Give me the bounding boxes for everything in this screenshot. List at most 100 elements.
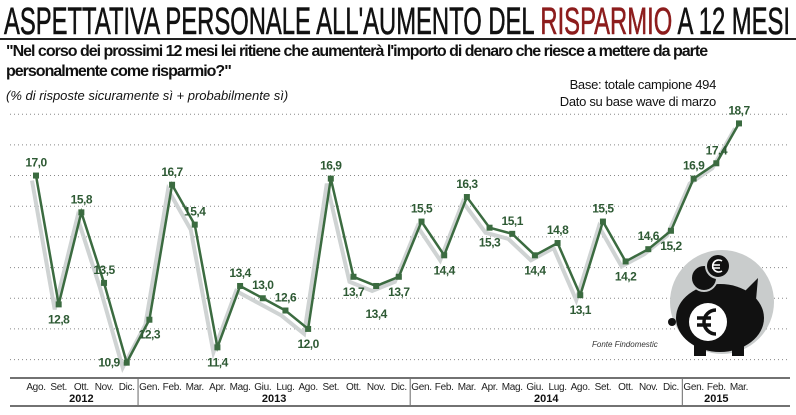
sample-base: Base: totale campione 494 Dato su base wa… xyxy=(559,76,717,110)
month-tick-label: Feb. xyxy=(435,382,454,393)
month-tick-label: Nov. xyxy=(639,382,658,393)
month-tick-label: Giu. xyxy=(526,382,543,393)
data-label: 13,7 xyxy=(343,285,365,299)
title-highlight: RISPARMIO xyxy=(540,1,672,43)
month-tick-label: Ago. xyxy=(571,382,590,393)
month-tick-label: Lug. xyxy=(276,382,294,393)
data-label: 14,6 xyxy=(638,229,660,243)
month-tick-label: Lug. xyxy=(548,382,566,393)
data-label: 13,5 xyxy=(93,263,115,277)
month-tick-label: Ott. xyxy=(618,382,633,393)
month-tick-label: Nov. xyxy=(367,382,386,393)
data-point xyxy=(350,273,357,280)
month-tick-label: Ott. xyxy=(74,382,89,393)
month-tick-label: Feb. xyxy=(707,382,726,393)
data-point xyxy=(169,181,176,188)
data-label: 17,0 xyxy=(25,156,47,170)
data-point xyxy=(78,209,85,216)
title-text-end: A 12 MESI xyxy=(672,1,790,43)
shadow-line xyxy=(30,127,737,374)
month-tick-label: Set. xyxy=(595,382,612,393)
data-label: 15,1 xyxy=(502,214,524,228)
data-label: 13,4 xyxy=(365,307,387,321)
data-label: 15,3 xyxy=(479,236,501,250)
data-point xyxy=(237,282,244,289)
data-point xyxy=(577,292,584,299)
data-label: 16,3 xyxy=(456,177,478,191)
data-label: 14,8 xyxy=(547,223,569,237)
month-tick-label: Mar. xyxy=(458,382,476,393)
data-point xyxy=(395,273,402,280)
source-credit: Fonte Findomestic xyxy=(592,340,658,349)
data-point xyxy=(690,175,697,182)
month-tick-label: Dic. xyxy=(391,382,407,393)
month-tick-label: Gen. xyxy=(411,382,431,393)
data-label: 16,7 xyxy=(161,165,183,179)
data-label: 15,5 xyxy=(411,202,433,216)
data-label: 15,2 xyxy=(660,239,682,253)
month-tick-label: Ago. xyxy=(298,382,317,393)
data-point xyxy=(55,301,62,308)
data-point xyxy=(214,344,221,351)
data-label: 13,4 xyxy=(229,266,251,280)
data-label: 15,4 xyxy=(184,205,206,219)
chart-title: ASPETTATIVA PERSONALE ALL'AUMENTO DEL RI… xyxy=(4,1,790,43)
data-label: 12,6 xyxy=(275,291,297,305)
data-point xyxy=(259,295,266,302)
data-label: 13,7 xyxy=(388,285,410,299)
data-point xyxy=(622,258,629,265)
data-label: 16,9 xyxy=(683,159,705,173)
data-point xyxy=(373,282,380,289)
data-label: 15,8 xyxy=(71,192,93,206)
month-tick-label: Set. xyxy=(323,382,340,393)
month-tick-label: Gen. xyxy=(683,382,703,393)
data-point xyxy=(33,172,39,179)
base-line-2: Dato su base wave di marzo xyxy=(559,94,717,109)
data-point xyxy=(645,246,652,253)
data-point xyxy=(531,252,538,259)
data-point xyxy=(509,230,516,237)
data-label: 11,4 xyxy=(207,355,229,369)
data-point xyxy=(736,120,742,127)
month-tick-label: Apr. xyxy=(481,382,498,393)
data-label: 13,0 xyxy=(252,278,274,292)
data-point xyxy=(441,252,448,259)
data-point xyxy=(327,175,334,182)
base-line-1: Base: totale campione 494 xyxy=(569,77,717,92)
month-tick-label: Mar. xyxy=(186,382,204,393)
data-point xyxy=(463,194,470,201)
month-tick-label: Nov. xyxy=(95,382,114,393)
data-point xyxy=(123,359,130,366)
data-label: 12,0 xyxy=(297,337,319,351)
month-tick-label: Dic. xyxy=(119,382,135,393)
month-tick-label: Ago. xyxy=(26,382,45,393)
data-point xyxy=(305,325,312,332)
data-label: 15,5 xyxy=(592,202,614,216)
data-label: 10,9 xyxy=(98,356,120,370)
data-label: 13,1 xyxy=(570,303,592,317)
data-label: 14,4 xyxy=(524,263,546,277)
data-point xyxy=(282,307,289,314)
year-label: 2015 xyxy=(704,393,728,405)
data-label: 12,8 xyxy=(48,312,70,326)
data-point xyxy=(101,279,108,286)
data-point xyxy=(667,227,674,234)
data-point xyxy=(191,221,198,228)
data-label: 18,7 xyxy=(728,103,750,117)
year-label: 2013 xyxy=(262,393,286,405)
month-tick-label: Set. xyxy=(50,382,67,393)
month-tick-label: Mag. xyxy=(230,382,251,393)
survey-question: "Nel corso dei prossimi 12 mesi lei riti… xyxy=(6,43,708,80)
data-label: 17,4 xyxy=(706,143,728,157)
data-label: 16,9 xyxy=(320,159,342,173)
title-divider xyxy=(0,38,796,40)
month-tick-label: Dic. xyxy=(663,382,679,393)
data-point xyxy=(146,316,153,323)
month-tick-label: Mag. xyxy=(502,382,523,393)
data-point xyxy=(554,240,561,247)
month-tick-label: Ott. xyxy=(346,382,361,393)
title-text: ASPETTATIVA PERSONALE ALL'AUMENTO DEL xyxy=(4,1,540,43)
data-label: 14,2 xyxy=(615,269,637,283)
month-tick-label: Feb. xyxy=(163,382,182,393)
